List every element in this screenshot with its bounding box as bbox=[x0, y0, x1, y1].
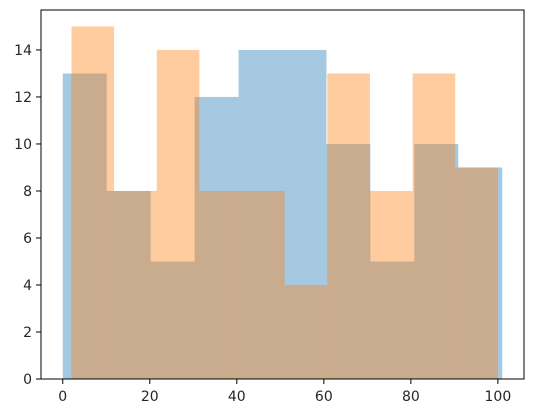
plot-frame bbox=[40, 9, 525, 380]
histogram-bar bbox=[114, 190, 157, 379]
histogram-bar bbox=[156, 49, 200, 379]
x-tick-label: 60 bbox=[315, 389, 333, 405]
histogram-bar bbox=[284, 284, 328, 379]
x-tick-label: 100 bbox=[485, 389, 512, 405]
x-tick-label: 80 bbox=[402, 389, 420, 405]
y-tick-label: 12 bbox=[14, 90, 32, 106]
histogram-bar bbox=[242, 190, 285, 379]
x-tick-label: 40 bbox=[228, 389, 246, 405]
x-tick-label: 0 bbox=[58, 389, 67, 405]
y-tick-label: 6 bbox=[23, 231, 32, 247]
y-tick-label: 2 bbox=[23, 325, 32, 341]
histogram-bar bbox=[282, 49, 327, 379]
y-tick-label: 8 bbox=[23, 184, 32, 200]
y-tick-label: 10 bbox=[14, 137, 32, 153]
histogram-bar bbox=[458, 167, 503, 379]
y-tick-label: 4 bbox=[23, 278, 32, 294]
histogram-bar bbox=[150, 261, 195, 379]
histogram-bar bbox=[414, 143, 459, 379]
y-axis-ticks: 0 2 4 6 8 10 12 14 bbox=[14, 43, 41, 388]
histogram-bar bbox=[326, 143, 371, 379]
histogram-bar bbox=[62, 73, 107, 380]
bars-layer bbox=[62, 26, 503, 380]
y-tick-label: 14 bbox=[14, 43, 32, 59]
histogram-bar bbox=[194, 96, 239, 379]
histogram-bar bbox=[71, 26, 115, 379]
x-tick-label: 20 bbox=[141, 389, 159, 405]
histogram-bar bbox=[327, 73, 370, 380]
y-tick-label: 0 bbox=[23, 372, 32, 388]
histogram-bar bbox=[412, 73, 456, 380]
x-axis-ticks: 0 20 40 60 80 100 bbox=[58, 379, 511, 405]
histogram-bar bbox=[369, 190, 413, 379]
histogram-bar bbox=[106, 190, 151, 379]
histogram-bar bbox=[370, 261, 415, 379]
histogram-bar bbox=[238, 49, 283, 379]
histogram-bar bbox=[455, 167, 498, 379]
histogram-bar bbox=[199, 190, 243, 379]
